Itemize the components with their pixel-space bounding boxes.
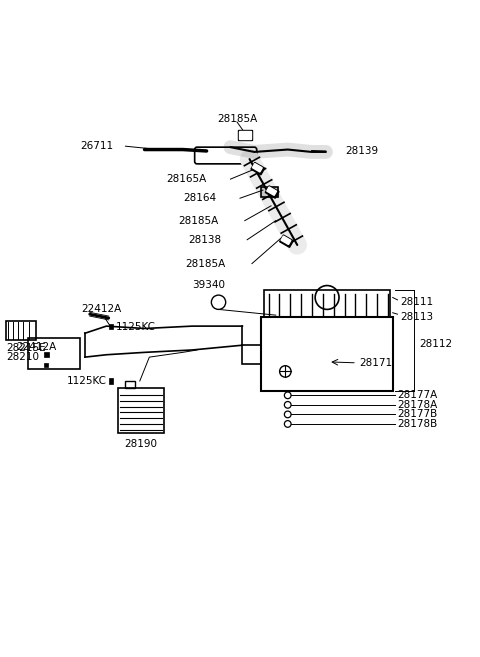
Bar [262,187,278,197]
Bar [6,321,36,340]
Bar [251,162,264,175]
Bar [281,236,291,244]
Bar [252,164,262,172]
Bar [262,187,278,197]
Circle shape [280,366,291,377]
Text: 28138: 28138 [188,235,221,245]
Text: 28171: 28171 [360,358,393,368]
Bar [280,235,293,248]
Text: 28111: 28111 [400,297,433,307]
Text: 28113: 28113 [400,311,433,321]
Bar [44,352,49,357]
Bar [239,131,251,139]
Bar [44,363,48,367]
Text: 22412A: 22412A [82,304,122,314]
Bar [109,378,113,384]
Text: 28139: 28139 [345,146,378,156]
Bar [242,345,262,364]
Text: 28185A: 28185A [185,259,226,269]
Bar [28,338,80,369]
Text: 22412A: 22412A [16,342,56,351]
Text: 28177A: 28177A [397,390,438,400]
Text: 26711: 26711 [80,141,113,151]
Text: 28164: 28164 [183,193,216,203]
Text: 28112: 28112 [419,339,452,349]
Bar [238,131,252,140]
Bar [125,381,135,388]
Text: 28210: 28210 [6,352,39,362]
Bar [262,317,393,390]
Bar [118,388,164,434]
Text: 1125KC: 1125KC [66,376,107,386]
Bar [109,324,113,329]
Bar [265,186,279,198]
Text: 28178B: 28178B [397,419,438,429]
Bar [267,187,276,195]
Bar [264,290,390,317]
Text: 39340: 39340 [192,281,226,290]
Text: 28185A: 28185A [217,114,258,124]
Text: 28185A: 28185A [178,215,218,225]
Text: 28190: 28190 [124,440,157,449]
Text: 28178A: 28178A [397,400,438,410]
Text: 28215E: 28215E [6,343,46,353]
Text: 1125KC: 1125KC [116,321,156,332]
Text: 28165A: 28165A [167,174,206,184]
Text: 28177B: 28177B [397,409,438,419]
